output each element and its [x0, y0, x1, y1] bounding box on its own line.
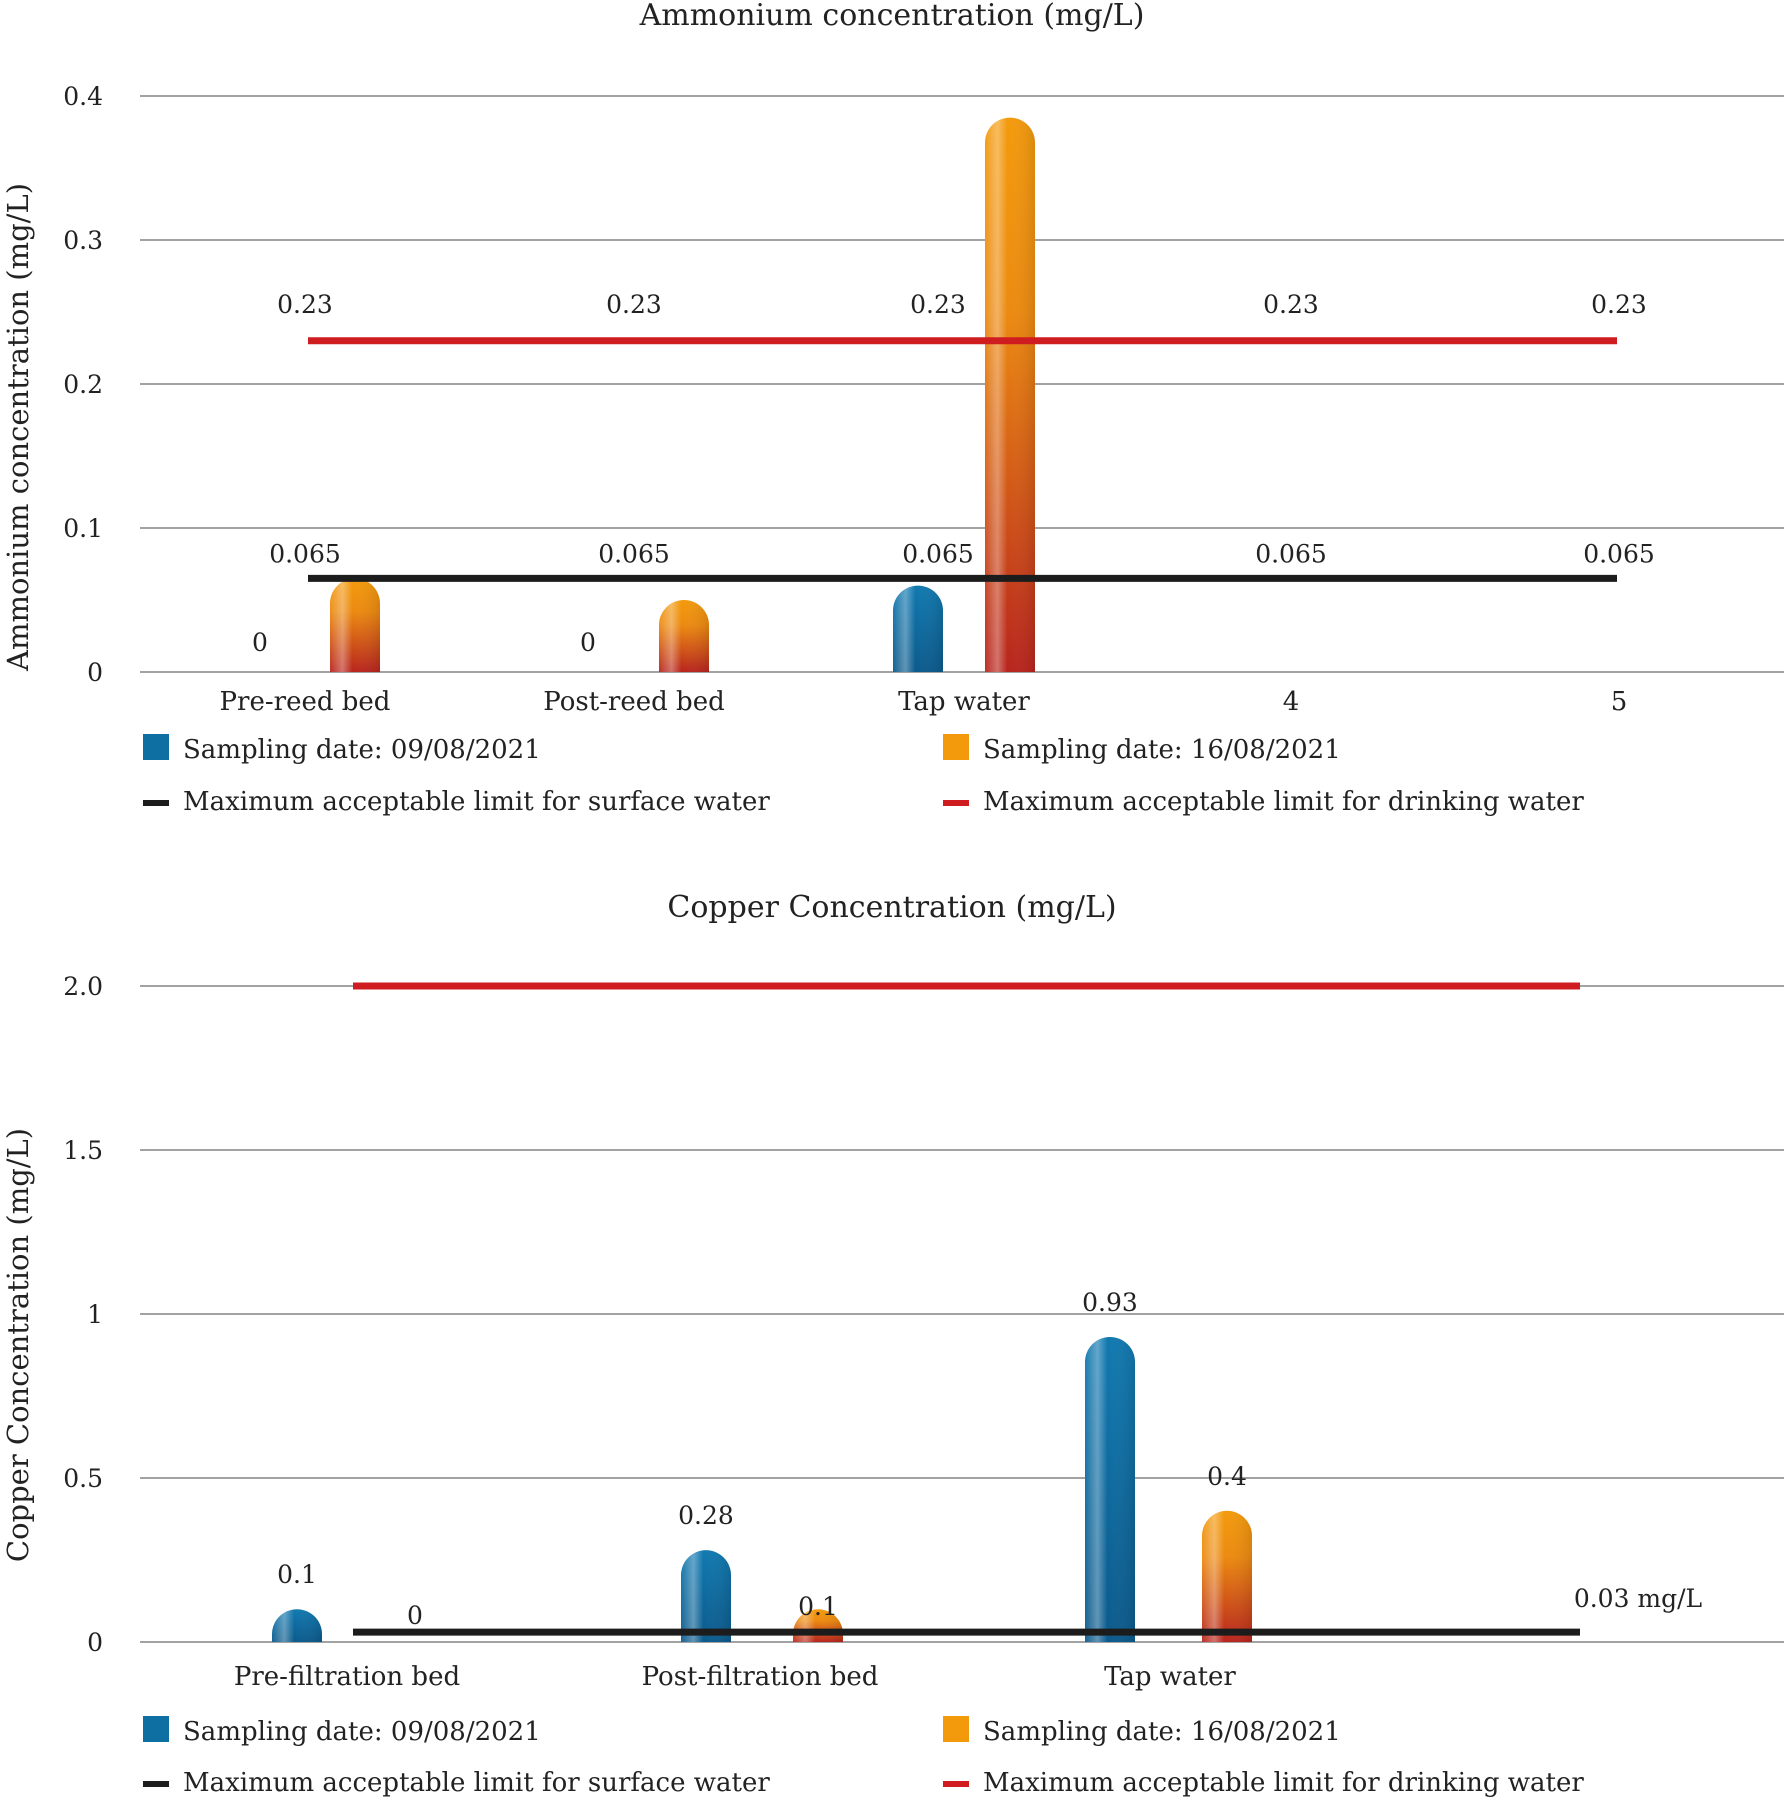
legend-swatch — [943, 734, 969, 760]
reference-label-surface: 0.065 — [902, 539, 974, 568]
y-tick-label: 2.0 — [63, 972, 103, 1001]
chart-2: Copper Concentration (mg/L) 0 0.5 1 1.5 2.0 Co… — [1, 890, 1784, 1798]
data-label-series2: 0.1 — [798, 1592, 838, 1621]
reference-end-label: 0.03 mg/L — [1574, 1584, 1702, 1613]
chart-title: Ammonium concentration (mg/L) — [639, 0, 1145, 33]
y-tick-label: 0.2 — [63, 370, 103, 399]
category-label: Tap water — [1104, 1662, 1236, 1692]
legend-series1: Sampling date: 09/08/2021 — [143, 734, 541, 765]
data-label-series1: 0 — [252, 628, 268, 657]
legend-series2: Sampling date: 16/08/2021 — [943, 734, 1341, 765]
bar-highlight — [893, 585, 943, 672]
data-label-series1: 0.28 — [678, 1501, 734, 1530]
y-tick-label: 0.4 — [63, 82, 103, 111]
bar-highlight — [681, 1550, 731, 1642]
bar-highlight — [659, 600, 709, 672]
reference-label-surface: 0.065 — [269, 539, 341, 568]
chart-title: Copper Concentration (mg/L) — [667, 890, 1116, 925]
legend-label: Sampling date: 09/08/2021 — [183, 1717, 541, 1747]
legend-label: Maximum acceptable limit for drinking wa… — [983, 1768, 1584, 1798]
data-label-series1: 0.1 — [277, 1560, 317, 1589]
legend-swatch — [943, 1716, 969, 1742]
category-label: Tap water — [898, 687, 1030, 717]
bar-highlight — [1202, 1510, 1252, 1642]
y-tick-label: 0.3 — [63, 226, 103, 255]
category-label: Pre-reed bed — [220, 687, 391, 717]
legend-surface-limit: Maximum acceptable limit for surface wat… — [143, 1768, 770, 1798]
data-label-series2: 0.4 — [1207, 1462, 1247, 1491]
y-tick-label: 1 — [87, 1300, 103, 1329]
category-label: 5 — [1611, 687, 1628, 717]
category-label: Post-reed bed — [543, 687, 724, 717]
y-tick-label: 0.1 — [63, 514, 103, 543]
legend-swatch — [143, 1716, 169, 1742]
data-label-series1: 0 — [580, 628, 596, 657]
bar-highlight — [272, 1609, 322, 1642]
category-label: Pre-filtration bed — [234, 1662, 460, 1692]
legend-surface-limit: Maximum acceptable limit for surface wat… — [143, 787, 770, 817]
chart-1: Ammonium concentration (mg/L) 0 0.1 0.2 0.3 0… — [1, 0, 1784, 817]
legend-swatch — [143, 734, 169, 760]
bar-highlight — [985, 117, 1035, 673]
legend-series2: Sampling date: 16/08/2021 — [943, 1716, 1341, 1747]
reference-label-surface: 0.065 — [1583, 539, 1655, 568]
legend-label: Sampling date: 09/08/2021 — [183, 735, 541, 765]
reference-label-drinking: 0.23 — [1263, 290, 1319, 319]
y-tick-label: 0 — [87, 1628, 103, 1657]
y-tick-label: 1.5 — [63, 1136, 103, 1165]
data-label-series1: 0.93 — [1082, 1288, 1138, 1317]
bar-highlight — [330, 578, 380, 672]
legend-drinking-limit: Maximum acceptable limit for drinking wa… — [943, 1768, 1584, 1798]
y-axis-label: Copper Concentration (mg/L) — [1, 1128, 35, 1562]
reference-label-surface: 0.065 — [598, 539, 670, 568]
y-tick-label: 0 — [87, 658, 103, 687]
y-tick-label: 0.5 — [63, 1464, 103, 1493]
reference-label-drinking: 0.23 — [910, 290, 966, 319]
legend-label: Maximum acceptable limit for surface wat… — [183, 1768, 770, 1798]
category-label: 4 — [1283, 687, 1300, 717]
category-label: Post-filtration bed — [642, 1662, 879, 1692]
legend-label: Sampling date: 16/08/2021 — [983, 1717, 1341, 1747]
reference-label-drinking: 0.23 — [1591, 290, 1647, 319]
legend-drinking-limit: Maximum acceptable limit for drinking wa… — [943, 787, 1584, 817]
legend-swatch — [943, 1781, 969, 1787]
legend-label: Sampling date: 16/08/2021 — [983, 735, 1341, 765]
legend-swatch — [143, 1781, 169, 1787]
y-axis-label: Ammonium concentration (mg/L) — [1, 183, 35, 672]
data-label-series2: 0 — [407, 1601, 423, 1630]
bar-highlight — [1085, 1336, 1135, 1642]
legend-label: Maximum acceptable limit for surface wat… — [183, 787, 770, 817]
legend-swatch — [143, 800, 169, 806]
legend-swatch — [943, 800, 969, 806]
reference-label-drinking: 0.23 — [606, 290, 662, 319]
reference-label-drinking: 0.23 — [277, 290, 333, 319]
legend-label: Maximum acceptable limit for drinking wa… — [983, 787, 1584, 817]
legend-series1: Sampling date: 09/08/2021 — [143, 1716, 541, 1747]
reference-label-surface: 0.065 — [1255, 539, 1327, 568]
